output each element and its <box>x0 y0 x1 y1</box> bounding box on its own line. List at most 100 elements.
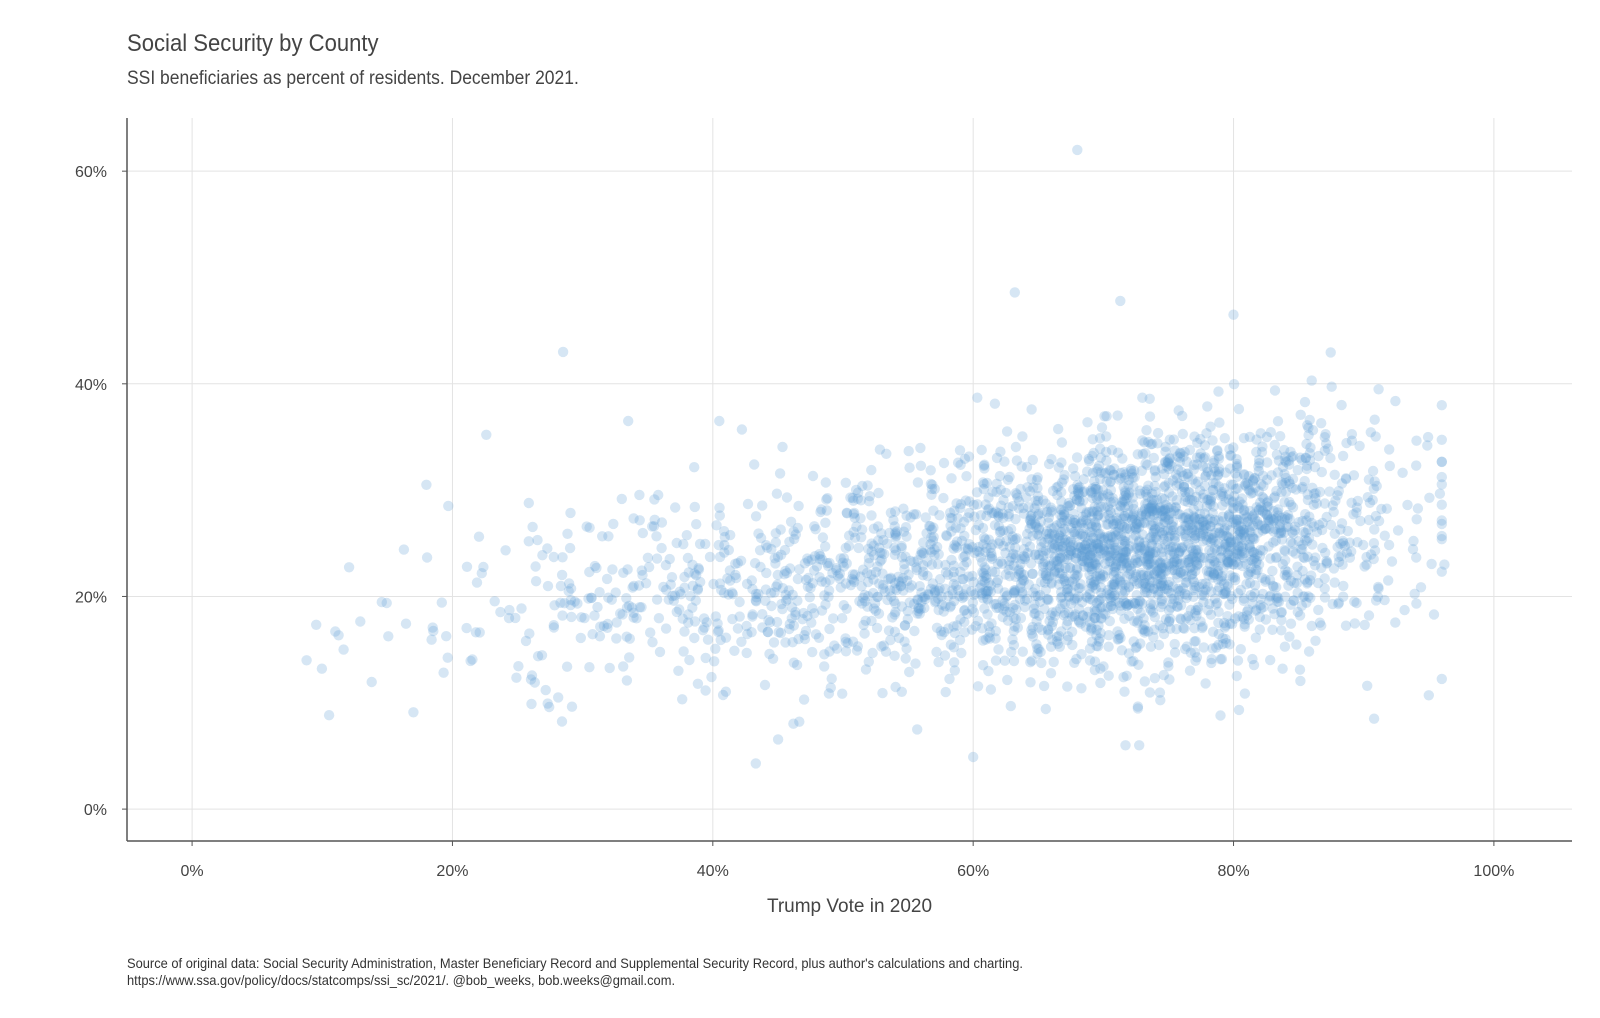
data-point <box>1054 553 1066 564</box>
data-point <box>1280 451 1291 462</box>
data-point <box>800 625 812 637</box>
data-point <box>983 503 995 514</box>
data-point <box>376 596 387 608</box>
data-point <box>1224 639 1235 650</box>
data-point <box>1224 618 1236 629</box>
data-point <box>1063 590 1075 602</box>
data-point <box>713 539 724 551</box>
data-point <box>301 655 312 666</box>
data-point <box>1216 575 1227 586</box>
data-point <box>1110 526 1121 538</box>
data-point <box>1086 565 1098 577</box>
data-point <box>1392 525 1404 536</box>
data-point <box>1308 521 1320 532</box>
data-point <box>959 604 970 616</box>
data-point <box>1221 530 1232 542</box>
data-point <box>1189 636 1200 647</box>
data-point <box>1304 414 1315 426</box>
data-point <box>1111 513 1122 524</box>
data-point <box>1119 686 1130 697</box>
data-point <box>792 522 803 534</box>
data-point <box>606 594 617 605</box>
data-point <box>1087 487 1098 498</box>
data-point <box>1203 531 1214 543</box>
data-point <box>645 627 656 638</box>
data-point <box>1145 439 1157 450</box>
data-point <box>1183 554 1194 565</box>
data-point <box>1256 446 1268 458</box>
data-point <box>971 545 983 557</box>
data-point <box>1015 558 1026 570</box>
data-point <box>1364 497 1376 508</box>
data-point <box>749 459 760 470</box>
data-point <box>855 495 867 506</box>
data-point <box>1110 596 1121 607</box>
data-point <box>1086 548 1098 559</box>
data-point <box>891 584 902 596</box>
data-point <box>840 578 852 589</box>
data-point <box>1325 452 1336 464</box>
data-point <box>640 578 652 589</box>
data-point <box>766 543 777 555</box>
data-point <box>1225 545 1236 556</box>
data-point <box>781 567 793 579</box>
data-point <box>1056 457 1067 468</box>
data-point <box>1231 514 1242 525</box>
data-point <box>729 645 740 656</box>
data-point <box>1119 491 1130 502</box>
data-point <box>1101 455 1112 466</box>
data-point <box>1169 530 1180 541</box>
data-point <box>1219 539 1230 550</box>
data-point <box>1182 468 1194 479</box>
data-point <box>1436 499 1448 510</box>
data-point <box>1284 631 1295 642</box>
data-point <box>1043 458 1055 470</box>
data-point <box>1160 558 1172 569</box>
data-point <box>1043 629 1054 640</box>
data-point <box>1120 536 1131 547</box>
data-point <box>763 615 774 626</box>
data-point <box>1227 559 1239 570</box>
data-point <box>1129 521 1141 533</box>
data-point <box>714 502 725 513</box>
data-point <box>1085 549 1096 560</box>
data-point <box>649 494 660 505</box>
data-point <box>1163 559 1174 570</box>
data-point <box>1216 570 1228 582</box>
data-point <box>1207 643 1218 654</box>
data-point <box>1152 427 1164 439</box>
data-point <box>1088 506 1099 517</box>
data-point <box>595 621 606 632</box>
data-point <box>762 542 773 553</box>
data-point <box>611 633 622 644</box>
data-point <box>1411 598 1422 609</box>
data-point <box>971 487 983 498</box>
data-point <box>1124 523 1136 535</box>
data-point <box>1071 562 1083 574</box>
data-point <box>1250 557 1262 569</box>
data-point <box>1243 569 1254 580</box>
data-point <box>911 564 922 576</box>
data-point <box>984 627 996 638</box>
data-point <box>848 495 859 506</box>
data-point <box>1129 598 1141 609</box>
data-point <box>1147 516 1159 527</box>
data-point <box>710 643 721 654</box>
data-point <box>1056 586 1067 598</box>
data-point <box>1194 485 1206 496</box>
data-point <box>786 602 798 613</box>
data-point <box>1024 514 1036 526</box>
data-point <box>890 506 901 517</box>
data-point <box>749 558 761 569</box>
data-point <box>1268 514 1280 525</box>
data-point <box>1180 520 1192 532</box>
data-point <box>1159 504 1171 515</box>
data-point <box>1119 486 1131 497</box>
data-point <box>1032 510 1044 521</box>
data-point <box>1158 562 1169 574</box>
data-point <box>755 532 767 544</box>
data-point <box>1362 492 1374 503</box>
data-point <box>1037 507 1048 519</box>
data-point <box>1010 549 1021 561</box>
data-point <box>993 510 1004 521</box>
